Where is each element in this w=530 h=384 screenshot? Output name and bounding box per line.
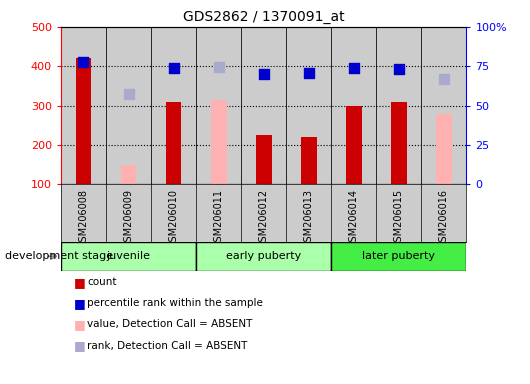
- Text: GSM206012: GSM206012: [259, 189, 269, 248]
- Bar: [106, 27, 151, 184]
- Bar: [196, 27, 241, 184]
- Text: GSM206010: GSM206010: [169, 189, 179, 248]
- Bar: [196, 242, 331, 271]
- Point: [440, 76, 448, 82]
- Point: [394, 66, 403, 72]
- Text: value, Detection Call = ABSENT: value, Detection Call = ABSENT: [87, 319, 253, 329]
- Point: [124, 91, 132, 97]
- Point: [259, 71, 268, 77]
- Text: juvenile: juvenile: [107, 251, 151, 262]
- Title: GDS2862 / 1370091_at: GDS2862 / 1370091_at: [183, 10, 344, 25]
- Bar: [76, 58, 91, 184]
- Text: GSM206011: GSM206011: [214, 189, 224, 248]
- Text: GSM206014: GSM206014: [349, 189, 359, 248]
- Point: [304, 70, 313, 76]
- Text: GSM206009: GSM206009: [123, 189, 134, 248]
- Text: ■: ■: [74, 276, 86, 289]
- Bar: [286, 27, 331, 184]
- Bar: [61, 27, 106, 184]
- Bar: [421, 27, 466, 184]
- Bar: [211, 100, 226, 184]
- Text: ■: ■: [74, 297, 86, 310]
- Text: ■: ■: [74, 339, 86, 352]
- Bar: [166, 102, 181, 184]
- Bar: [391, 102, 407, 184]
- Text: count: count: [87, 277, 117, 287]
- Bar: [121, 165, 136, 184]
- Text: GSM206016: GSM206016: [439, 189, 449, 248]
- Point: [169, 65, 178, 71]
- Text: development stage: development stage: [5, 251, 113, 262]
- Bar: [241, 27, 286, 184]
- Point: [350, 65, 358, 71]
- Text: rank, Detection Call = ABSENT: rank, Detection Call = ABSENT: [87, 341, 248, 351]
- Text: ■: ■: [74, 318, 86, 331]
- Text: GSM206008: GSM206008: [78, 189, 89, 248]
- Text: GSM206013: GSM206013: [304, 189, 314, 248]
- Bar: [376, 27, 421, 184]
- Text: later puberty: later puberty: [363, 251, 435, 262]
- Bar: [301, 137, 316, 184]
- Text: early puberty: early puberty: [226, 251, 301, 262]
- Point: [214, 64, 223, 70]
- Bar: [151, 27, 196, 184]
- Text: percentile rank within the sample: percentile rank within the sample: [87, 298, 263, 308]
- Bar: [256, 135, 271, 184]
- Bar: [331, 242, 466, 271]
- Text: GSM206015: GSM206015: [394, 189, 404, 248]
- Bar: [331, 27, 376, 184]
- Bar: [436, 114, 452, 184]
- Point: [80, 59, 88, 65]
- Bar: [61, 242, 196, 271]
- Bar: [346, 106, 361, 184]
